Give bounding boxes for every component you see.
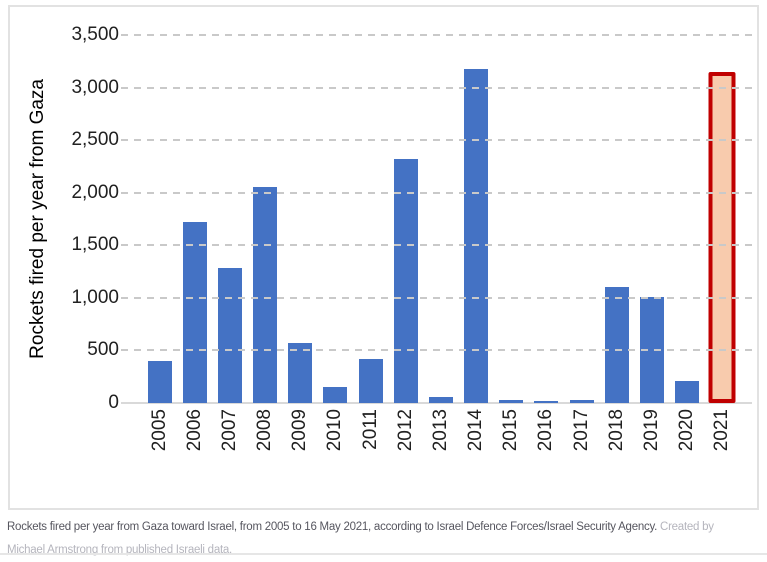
x-tick-label-2007: 2007	[218, 409, 240, 452]
gridline-500	[121, 349, 752, 352]
bar-slot-2020	[670, 35, 705, 403]
bar-2007	[217, 268, 242, 403]
x-tick-label-2008: 2008	[254, 409, 276, 452]
y-tick-label-2000: 2,000	[71, 181, 119, 203]
x-tick-2005: 2005	[142, 409, 177, 471]
x-tick-2006: 2006	[177, 409, 212, 471]
bar-2009	[288, 343, 313, 403]
bar-slot-2007	[212, 35, 247, 403]
bar-slot-2008	[248, 35, 283, 403]
bar-2018	[604, 287, 629, 403]
bar-slot-2017	[564, 35, 599, 403]
bar-slot-2010	[318, 35, 353, 403]
x-tick-2007: 2007	[212, 409, 247, 471]
bar-slot-2012	[388, 35, 423, 403]
caption-credit-rest: Michael Armstrong from published Israeli…	[7, 544, 232, 556]
bar-2011	[358, 359, 383, 403]
caption: Rockets fired per year from Gaza toward …	[7, 516, 763, 562]
x-tick-2013: 2013	[423, 409, 458, 471]
bottom-divider	[0, 553, 767, 555]
bar-slot-2016	[529, 35, 564, 403]
x-tick-2019: 2019	[634, 409, 669, 471]
bar-slot-2009	[283, 35, 318, 403]
x-tick-label-2015: 2015	[500, 409, 522, 452]
y-axis-labels: 0 500 1,000 1,500 2,000 2,500 3,000 3,500	[10, 24, 119, 413]
y-tick-label-1500: 1,500	[71, 234, 119, 256]
bar-slot-2014	[459, 35, 494, 403]
x-tick-label-2019: 2019	[640, 409, 662, 452]
x-tick-label-2014: 2014	[465, 409, 487, 452]
x-tick-label-2021: 2021	[711, 409, 733, 452]
x-tick-2015: 2015	[494, 409, 529, 471]
y-tick-label-0: 0	[108, 392, 119, 413]
y-tick-label-3000: 3,000	[71, 76, 119, 98]
plot-area: 2005 2006 2007 2008 2009 2010 2011 2012 2013 2014…	[121, 34, 752, 451]
bar-slot-2021	[705, 35, 740, 403]
gridline-3500	[121, 34, 752, 36]
x-tick-2018: 2018	[599, 409, 634, 471]
gridline-1500	[121, 244, 752, 247]
bar-slot-2013	[423, 35, 458, 403]
x-tick-2012: 2012	[388, 409, 423, 471]
bar-2015	[499, 400, 524, 403]
bar-2016	[534, 401, 559, 403]
y-tick-label-1000: 1,000	[71, 286, 119, 308]
x-tick-label-2005: 2005	[148, 409, 170, 452]
y-tick-label-500: 500	[87, 339, 119, 361]
x-tick-label-2013: 2013	[429, 409, 451, 452]
bar-2020	[675, 381, 700, 403]
caption-line-1: Rockets fired per year from Gaza toward …	[7, 516, 763, 539]
bar-2010	[323, 387, 348, 403]
gridline-2500	[121, 139, 752, 142]
bar-2008	[253, 187, 278, 403]
gridline-3000	[121, 86, 752, 89]
x-axis-line	[121, 402, 752, 404]
x-tick-label-2010: 2010	[324, 409, 346, 452]
y-tick-label-3500: 3,500	[71, 24, 119, 45]
x-tick-label-2016: 2016	[535, 409, 557, 452]
bar-slot-2015	[494, 35, 529, 403]
x-tick-label-2006: 2006	[183, 409, 205, 452]
bar-2017	[569, 400, 594, 403]
bar-slot-2005	[142, 35, 177, 403]
x-axis-labels: 2005 2006 2007 2008 2009 2010 2011 2012 2013 2014…	[142, 409, 740, 471]
y-tick-label-2500: 2,500	[71, 129, 119, 151]
x-tick-label-2009: 2009	[289, 409, 311, 452]
x-tick-2017: 2017	[564, 409, 599, 471]
x-tick-label-2018: 2018	[605, 409, 627, 452]
bar-series	[142, 35, 740, 403]
x-tick-label-2011: 2011	[359, 409, 381, 450]
bar-2012	[393, 159, 418, 403]
x-tick-2010: 2010	[318, 409, 353, 471]
x-tick-2014: 2014	[459, 409, 494, 471]
x-tick-2016: 2016	[529, 409, 564, 471]
chart-frame: Rockets fired per year from Gaza 0 500 1,0…	[8, 5, 759, 510]
x-tick-2009: 2009	[283, 409, 318, 471]
caption-text: Rockets fired per year from Gaza toward …	[7, 521, 658, 533]
bar-slot-2019	[634, 35, 669, 403]
gridline-1000	[121, 296, 752, 299]
bar-2013	[428, 397, 453, 403]
x-tick-2021: 2021	[705, 409, 740, 471]
x-tick-label-2017: 2017	[570, 409, 592, 452]
bar-slot-2006	[177, 35, 212, 403]
bar-2005	[147, 361, 172, 403]
bar-slot-2018	[599, 35, 634, 403]
gridline-2000	[121, 191, 752, 194]
bar-2014	[464, 69, 489, 403]
x-tick-label-2020: 2020	[676, 409, 698, 452]
caption-credit-start: Created by	[660, 521, 714, 533]
x-tick-2011: 2011	[353, 409, 388, 471]
bar-2006	[182, 222, 207, 403]
x-tick-2008: 2008	[248, 409, 283, 471]
bar-slot-2011	[353, 35, 388, 403]
x-tick-label-2012: 2012	[394, 409, 416, 452]
bar-2021	[708, 72, 736, 403]
x-tick-2020: 2020	[670, 409, 705, 471]
